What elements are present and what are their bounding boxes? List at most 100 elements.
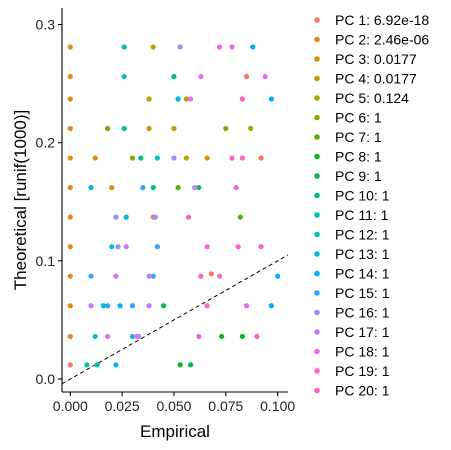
- data-point-pc13-2: [109, 244, 115, 250]
- data-point-pc11-2: [94, 362, 100, 368]
- data-point-pc14-5: [275, 273, 281, 279]
- data-point-pc15-3: [129, 303, 136, 309]
- data-point-pc2-8: [67, 125, 73, 132]
- legend-label-pc4: PC 4: 0.0177: [335, 71, 417, 87]
- legend-key-pc7: [314, 134, 320, 140]
- data-point-pc17-5: [146, 303, 152, 309]
- data-point-pc16-4: [152, 214, 158, 220]
- data-point-pc14-1: [113, 362, 119, 368]
- data-point-pc2-10: [67, 73, 73, 80]
- legend: PC 1: 6.92e-18 PC 2: 2.46e-06 PC 3: 0.0177…: [314, 12, 429, 399]
- data-point-pc16-5: [177, 44, 183, 50]
- legend-label-pc20: PC 20: 1: [335, 383, 390, 399]
- data-point-pc17-4: [146, 273, 152, 279]
- data-point-pc2-11: [67, 44, 73, 50]
- data-point-pc16-1: [113, 214, 119, 220]
- x-tick-label: 0.050: [156, 398, 191, 414]
- legend-label-pc12: PC 12: 1: [335, 227, 390, 243]
- data-point-pc20-4: [239, 155, 245, 161]
- legend-key-pc14: [314, 270, 320, 277]
- data-point-pc5-2: [248, 125, 254, 132]
- data-point-pc1-4: [258, 155, 264, 161]
- legend-label-pc17: PC 17: 1: [335, 324, 390, 340]
- data-point-pc14-4: [268, 96, 275, 102]
- data-point-pc20-6: [239, 96, 245, 102]
- data-point-pc2-9: [67, 96, 73, 102]
- data-point-pc5-1: [183, 96, 190, 102]
- legend-key-pc6: [314, 114, 320, 121]
- legend-label-pc11: PC 11: 1: [335, 207, 389, 223]
- legend-label-pc19: PC 19: 1: [335, 363, 390, 379]
- data-point-pc20-3: [229, 155, 235, 161]
- legend-key-pc1: [314, 17, 320, 23]
- data-point-pc6-3: [223, 125, 229, 132]
- legend-label-pc3: PC 3: 0.0177: [335, 51, 417, 67]
- legend-key-pc2: [314, 36, 320, 43]
- data-point-pc3-3: [146, 125, 152, 132]
- legend-key-pc20: [314, 387, 320, 394]
- y-tick-label: 0.0: [36, 371, 56, 387]
- data-point-pc4-4: [183, 155, 190, 161]
- legend-label-pc7: PC 7: 1: [335, 129, 382, 145]
- data-point-pc2-3: [67, 273, 73, 279]
- data-point-pc15-1: [88, 273, 94, 279]
- data-point-pc9-2: [160, 303, 167, 309]
- y-axis-title: Theoretical [runif(1000)]: [11, 110, 30, 290]
- data-point-pc20-2: [204, 303, 210, 309]
- x-tick-label: 0.100: [260, 398, 295, 414]
- data-point-pc17-3: [123, 244, 129, 250]
- data-point-pc13-1: [88, 184, 94, 191]
- data-point-pc13-5: [175, 96, 181, 102]
- data-point-pc2-1: [67, 333, 73, 340]
- legend-label-pc1: PC 1: 6.92e-18: [335, 12, 429, 28]
- data-point-pc15-5: [154, 244, 160, 250]
- data-point-pc18-2: [134, 333, 140, 340]
- data-point-pc9-3: [196, 184, 202, 191]
- data-point-pc6-2: [129, 155, 136, 161]
- axes: 0.000 0.025 0.050 0.075 0.100 0.0 0.1 0.2 0.3 Emp…: [11, 8, 295, 441]
- legend-key-pc16: [314, 309, 320, 316]
- x-tick-label: 0.025: [105, 398, 140, 414]
- legend-label-pc6: PC 6: 1: [335, 110, 382, 126]
- legend-key-pc12: [314, 231, 320, 238]
- data-point-pc19-4: [204, 244, 210, 250]
- data-point-pc2-7: [67, 155, 73, 161]
- data-point-pc13-4: [129, 333, 136, 340]
- data-point-pc11-3: [121, 44, 127, 50]
- legend-label-pc18: PC 18: 1: [335, 344, 390, 360]
- legend-key-pc19: [314, 368, 320, 374]
- data-point-pc11-5: [121, 125, 127, 132]
- data-point-pc6-1: [105, 125, 111, 132]
- legend-key-pc9: [314, 173, 320, 179]
- data-point-pc7-1: [175, 184, 181, 191]
- data-point-pc8-1: [177, 362, 183, 368]
- data-point-pc8-3: [219, 333, 225, 340]
- x-axis-title: Empirical: [140, 422, 210, 441]
- data-point-pc1-5: [243, 73, 250, 80]
- legend-label-pc10: PC 10: 1: [335, 188, 390, 204]
- data-point-pc13-3: [117, 303, 123, 309]
- data-point-pc16-6: [171, 155, 177, 161]
- data-point-pc7-2: [237, 214, 243, 220]
- legend-label-pc14: PC 14: 1: [335, 266, 390, 282]
- data-point-pc12-4: [123, 214, 129, 220]
- data-point-pc18-5: [229, 44, 235, 50]
- data-point-pc11-1: [84, 362, 90, 368]
- data-point-pc19-5: [198, 273, 204, 279]
- data-point-pc16-2: [115, 244, 121, 250]
- data-point-pc12-2: [100, 303, 107, 309]
- legend-key-pc4: [314, 75, 320, 82]
- y-tick-label: 0.3: [36, 17, 56, 33]
- data-point-pc2-6: [67, 184, 73, 191]
- y-tick-label: 0.2: [36, 135, 56, 151]
- data-point-pc4-1: [150, 44, 156, 50]
- legend-label-pc8: PC 8: 1: [335, 149, 382, 165]
- data-point-pc14-2: [268, 303, 275, 309]
- legend-key-pc3: [314, 56, 320, 62]
- legend-label-pc9: PC 9: 1: [335, 168, 382, 184]
- data-point-pc18-6: [262, 73, 268, 80]
- legend-key-pc5: [314, 95, 320, 101]
- data-point-pc20-1: [185, 214, 192, 220]
- legend-label-pc5: PC 5: 0.124: [335, 90, 409, 106]
- data-point-pc15-2: [105, 303, 111, 309]
